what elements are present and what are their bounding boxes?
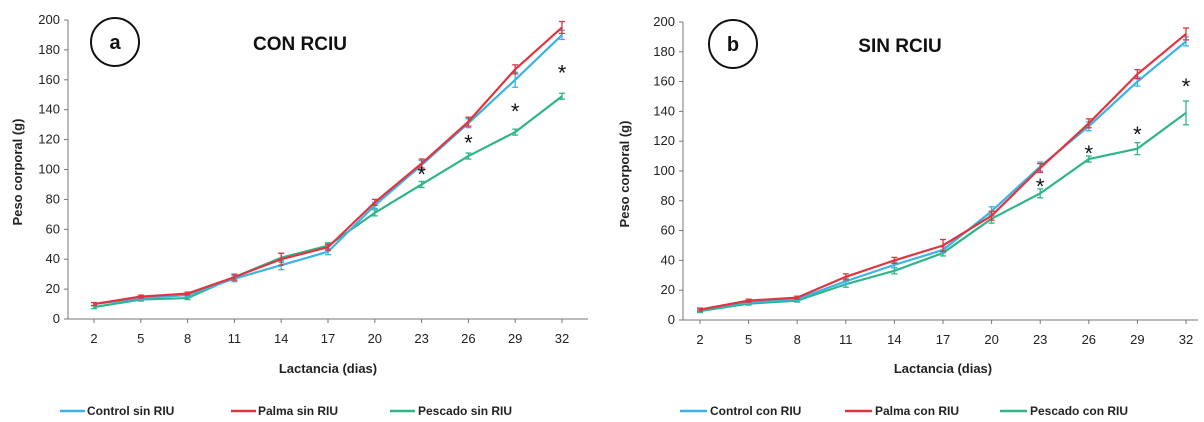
x-tick-label: 26 bbox=[1082, 332, 1096, 347]
legend-label-pescado: Pescado sin RIU bbox=[418, 404, 512, 418]
y-axis-label: Peso corporal (g) bbox=[10, 119, 25, 226]
series-line bbox=[93, 26, 563, 306]
chart-panel-b: b SIN RCIU 0 20 40 60 80 100 120 140 160 180 200 2… bbox=[617, 14, 1198, 418]
y-tick-label: 180 bbox=[38, 42, 60, 57]
y-tick-label: 100 bbox=[38, 162, 60, 177]
series-control bbox=[91, 29, 565, 307]
series-pescado bbox=[697, 100, 1189, 314]
series-pescado bbox=[91, 92, 565, 310]
x-axis-label: Lactancia (dias) bbox=[894, 361, 992, 376]
panel-badge-label: b bbox=[727, 34, 739, 56]
x-tick-label: 23 bbox=[414, 331, 428, 346]
y-tick-label: 80 bbox=[46, 191, 60, 206]
x-tick-label: 14 bbox=[274, 331, 288, 346]
y-axis-label: Peso corporal (g) bbox=[617, 121, 632, 228]
y-tick-label: 160 bbox=[653, 74, 675, 89]
x-tick-labels: 2 5 8 11 14 17 20 23 26 29 32 bbox=[696, 320, 1193, 347]
significance-asterisk: * bbox=[1182, 74, 1191, 99]
x-tick-label: 17 bbox=[936, 332, 950, 347]
x-tick-label: 17 bbox=[321, 331, 335, 346]
y-tick-labels: 0 20 40 60 80 100 120 140 160 180 200 bbox=[653, 14, 683, 327]
significance-asterisk: * bbox=[417, 162, 426, 187]
y-tick-label: 80 bbox=[661, 193, 675, 208]
panel-badge-circle bbox=[90, 17, 140, 67]
x-tick-label: 5 bbox=[137, 331, 144, 346]
x-tick-label: 26 bbox=[461, 331, 475, 346]
x-tick-label: 29 bbox=[508, 331, 522, 346]
x-tick-label: 11 bbox=[228, 331, 242, 346]
x-axis-label: Lactancia (dias) bbox=[279, 361, 377, 376]
panel-badge-label: a bbox=[109, 32, 121, 54]
series-control bbox=[697, 36, 1189, 312]
x-tick-label: 32 bbox=[1179, 332, 1193, 347]
legend: Control sin RIU Palma sin RIU Pescado si… bbox=[60, 404, 512, 418]
x-tick-label: 14 bbox=[887, 332, 901, 347]
x-tick-label: 11 bbox=[839, 332, 853, 347]
y-tick-label: 0 bbox=[53, 311, 60, 326]
series-palma bbox=[697, 27, 1189, 312]
legend-label-control: Control sin RIU bbox=[87, 404, 174, 418]
y-tick-label: 40 bbox=[661, 252, 675, 267]
y-tick-label: 120 bbox=[653, 133, 675, 148]
legend-label-pescado: Pescado con RIU bbox=[1030, 404, 1128, 418]
series-palma bbox=[91, 20, 565, 307]
x-tick-label: 20 bbox=[368, 331, 382, 346]
series-line bbox=[93, 95, 563, 309]
series-line bbox=[699, 112, 1187, 313]
x-tick-labels: 2 5 8 11 14 17 20 23 26 29 32 bbox=[90, 319, 569, 346]
significance-markers: * * * * bbox=[417, 60, 566, 187]
plot-area bbox=[697, 27, 1189, 314]
legend-label-control: Control con RIU bbox=[710, 404, 801, 418]
y-tick-label: 60 bbox=[46, 221, 60, 236]
x-tick-label: 2 bbox=[90, 331, 97, 346]
x-tick-label: 23 bbox=[1033, 332, 1047, 347]
significance-asterisk: * bbox=[558, 60, 567, 85]
y-tick-label: 20 bbox=[661, 282, 675, 297]
y-tick-label: 180 bbox=[653, 44, 675, 59]
chart-panel-a: a CON RCIU 0 20 40 60 80 100 120 140 160 180 200 2… bbox=[10, 12, 588, 418]
significance-asterisk: * bbox=[511, 99, 520, 124]
x-tick-label: 32 bbox=[555, 331, 569, 346]
plot-area bbox=[91, 20, 565, 310]
significance-asterisk: * bbox=[1133, 122, 1142, 147]
x-tick-label: 5 bbox=[745, 332, 752, 347]
significance-markers: * * * * bbox=[1036, 74, 1191, 199]
series-line bbox=[93, 34, 563, 306]
y-tick-labels: 0 20 40 60 80 100 120 140 160 180 200 bbox=[38, 12, 68, 326]
y-tick-label: 200 bbox=[653, 14, 675, 29]
y-tick-label: 200 bbox=[38, 12, 60, 27]
x-tick-label: 29 bbox=[1130, 332, 1144, 347]
y-tick-label: 100 bbox=[653, 163, 675, 178]
y-tick-label: 60 bbox=[661, 223, 675, 238]
y-tick-label: 120 bbox=[38, 132, 60, 147]
legend: Control con RIU Palma con RIU Pescado co… bbox=[680, 404, 1128, 418]
series-line bbox=[699, 33, 1187, 311]
y-tick-label: 40 bbox=[46, 251, 60, 266]
legend-label-palma: Palma con RIU bbox=[875, 404, 959, 418]
x-tick-label: 2 bbox=[696, 332, 703, 347]
y-tick-label: 20 bbox=[46, 281, 60, 296]
series-line bbox=[699, 40, 1187, 311]
x-tick-label: 8 bbox=[184, 331, 191, 346]
y-tick-label: 140 bbox=[653, 103, 675, 118]
y-tick-label: 160 bbox=[38, 72, 60, 87]
x-tick-label: 8 bbox=[794, 332, 801, 347]
significance-asterisk: * bbox=[1036, 174, 1045, 199]
chart-title: SIN RCIU bbox=[858, 36, 941, 57]
legend-label-palma: Palma sin RIU bbox=[258, 404, 338, 418]
chart-title: CON RCIU bbox=[253, 34, 347, 55]
significance-asterisk: * bbox=[1085, 141, 1094, 166]
significance-asterisk: * bbox=[464, 131, 473, 156]
y-tick-label: 140 bbox=[38, 102, 60, 117]
panel-badge-circle bbox=[708, 19, 758, 69]
x-tick-label: 20 bbox=[984, 332, 998, 347]
y-tick-label: 0 bbox=[668, 312, 675, 327]
